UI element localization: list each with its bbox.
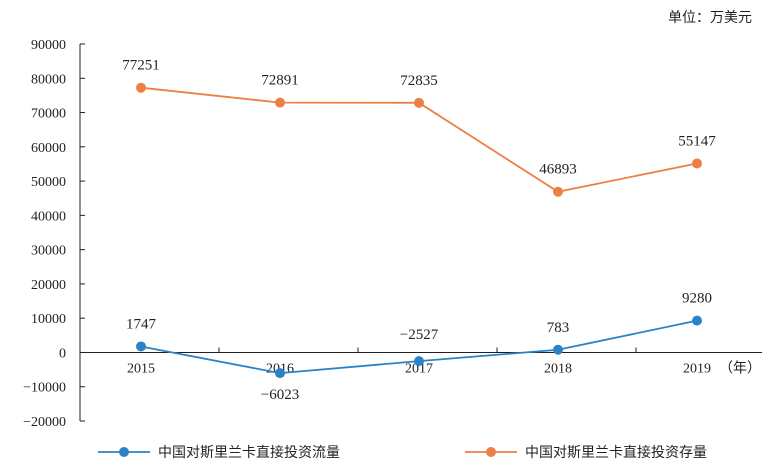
data-point xyxy=(553,344,563,355)
y-tick-label: −20000 xyxy=(23,415,66,430)
y-tick-label: 20000 xyxy=(31,278,66,293)
x-tick-label: 2018 xyxy=(544,361,572,376)
x-tick-label: 2015 xyxy=(127,361,155,376)
y-axis: −20000 −10000 0 10000 20000 30000 40000 50000 60… xyxy=(23,38,85,430)
data-point xyxy=(275,97,285,108)
data-label: 77251 xyxy=(122,58,160,74)
data-point xyxy=(275,368,285,379)
data-label: 9280 xyxy=(682,291,712,307)
legend-marker xyxy=(486,447,496,457)
y-tick-label: 80000 xyxy=(31,72,66,87)
x-tick-label: 2017 xyxy=(405,361,433,376)
y-tick-label: 50000 xyxy=(31,175,66,190)
legend-marker xyxy=(119,447,129,457)
y-tick-label: 30000 xyxy=(31,244,66,259)
data-label: 783 xyxy=(547,320,570,336)
y-tick-label: 0 xyxy=(59,346,66,361)
legend-item-1: 中国对斯里兰卡直接投资存量 xyxy=(465,444,707,461)
y-tick-label: 10000 xyxy=(31,312,66,327)
data-label: 72835 xyxy=(400,73,438,89)
data-point xyxy=(692,158,702,169)
x-unit-label: （年） xyxy=(719,360,761,376)
y-tick-label: 90000 xyxy=(31,38,66,53)
data-point xyxy=(553,186,563,197)
data-label: 46893 xyxy=(539,162,577,178)
data-label: −6023 xyxy=(261,387,299,403)
data-point xyxy=(136,82,146,93)
data-label: 72891 xyxy=(261,73,299,89)
legend-label: 中国对斯里兰卡直接投资流量 xyxy=(158,444,340,461)
x-tick-label: 2019 xyxy=(683,361,711,376)
series-1: 77251 72891 72835 46893 55147 xyxy=(122,58,716,197)
unit-label: 单位：万美元 xyxy=(668,10,752,26)
y-tick-label: 40000 xyxy=(31,209,66,224)
data-label: 55147 xyxy=(678,133,716,149)
series-group: 1747 −6023 −2527 783 9280 77251 72891 72835 4689… xyxy=(122,58,716,403)
legend-label: 中国对斯里兰卡直接投资存量 xyxy=(525,444,707,461)
data-point xyxy=(414,97,424,108)
data-point xyxy=(414,356,424,367)
y-tick-label: −10000 xyxy=(23,381,66,396)
data-label: −2527 xyxy=(400,327,439,343)
data-point xyxy=(692,315,702,326)
series-0: 1747 −6023 −2527 783 9280 xyxy=(126,291,712,403)
data-point xyxy=(136,341,146,352)
legend: 中国对斯里兰卡直接投资流量 中国对斯里兰卡直接投资存量 xyxy=(98,444,707,461)
data-label: 1747 xyxy=(126,316,157,332)
y-tick-label: 70000 xyxy=(31,107,66,122)
y-tick-label: 60000 xyxy=(31,141,66,156)
legend-item-0: 中国对斯里兰卡直接投资流量 xyxy=(98,444,340,461)
x-axis: 20152016201720182019（年） xyxy=(79,347,762,376)
